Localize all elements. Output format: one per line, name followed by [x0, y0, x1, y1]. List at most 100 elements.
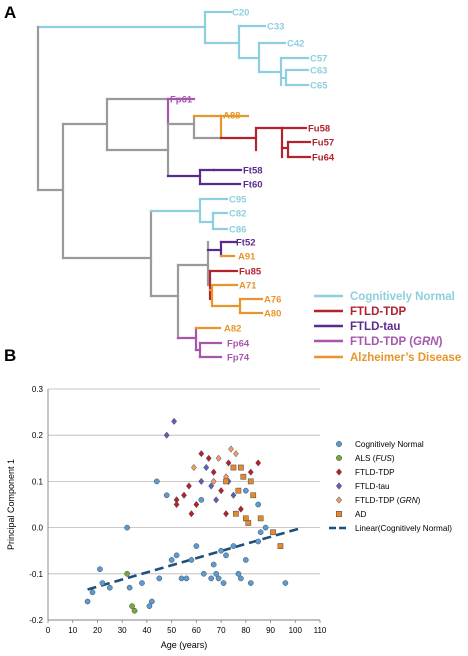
- leaf-label: A76: [264, 295, 281, 306]
- panel-b-letter: B: [4, 346, 16, 365]
- legend-label: FTLD-TDP: [355, 468, 395, 477]
- legend-label: FTLD-tau: [350, 321, 400, 333]
- data-point: [213, 496, 220, 504]
- x-tick-label: 30: [118, 626, 127, 635]
- legend-label: FTLD-TDP (GRN): [350, 336, 443, 348]
- leaf-label: Ft60: [243, 180, 263, 191]
- scatter-chart: -0.2 -0.1 0.0 0.1 0.2 0.3 0 10 20 30 40 50 60 70 80 90 1…: [6, 385, 452, 650]
- dendrogram-legend: Cognitively Normal FTLD-TDP FTLD-tau FTLD-T…: [314, 291, 461, 364]
- x-tick-label: 90: [266, 626, 275, 635]
- x-tick-label: 80: [241, 626, 250, 635]
- legend-marker: [335, 468, 343, 476]
- data-point: [200, 570, 207, 577]
- data-point: [245, 520, 252, 526]
- data-point: [257, 515, 264, 522]
- data-point: [218, 547, 224, 554]
- leaf-label: C57: [310, 54, 327, 65]
- data-point: [242, 557, 249, 563]
- data-point: [99, 580, 106, 586]
- data-point: [139, 580, 145, 586]
- legend-marker: [335, 496, 343, 504]
- x-tick-label: 0: [46, 626, 51, 635]
- data-point: [220, 580, 227, 586]
- leaf-label: Fu85: [239, 267, 262, 278]
- data-point: [233, 510, 239, 517]
- data-point: [193, 500, 200, 509]
- leaf-label: Ft58: [243, 166, 263, 177]
- leaf-label: Fp64: [227, 339, 250, 350]
- leaf-label: Fu64: [312, 153, 335, 164]
- legend-label: Linear(Cognitively Normal): [355, 524, 452, 533]
- data-point: [247, 478, 254, 485]
- data-point: [215, 454, 222, 462]
- x-axis-label: Age (years): [161, 640, 208, 650]
- x-tick-label: 20: [93, 626, 102, 635]
- data-point: [238, 464, 244, 471]
- data-point: [262, 524, 269, 531]
- y-tick-label: 0.3: [32, 385, 44, 394]
- data-point: [84, 598, 91, 605]
- leaf-label: C20: [232, 8, 249, 19]
- y-tick-label: 0.2: [32, 431, 44, 440]
- data-point: [193, 543, 200, 549]
- data-point: [238, 575, 244, 582]
- data-point: [230, 543, 237, 549]
- data-point: [156, 575, 163, 582]
- legend-marker: [335, 482, 343, 490]
- data-point: [210, 561, 217, 568]
- y-tick-label: 0.0: [32, 524, 44, 533]
- leaf-label: A82: [224, 324, 241, 335]
- x-tick-label: 110: [314, 626, 327, 635]
- data-point: [183, 575, 190, 582]
- data-point: [223, 510, 229, 518]
- x-tick-label: 10: [68, 626, 77, 635]
- data-point: [240, 473, 247, 480]
- data-point: [255, 538, 262, 545]
- data-point: [247, 580, 254, 586]
- data-point: [250, 492, 257, 499]
- data-point: [230, 464, 237, 471]
- data-point: [235, 487, 242, 494]
- legend-label: FTLD-TDP: [350, 306, 407, 318]
- data-point: [257, 529, 264, 536]
- leaf-label: A91: [238, 252, 256, 263]
- legend-marker: [336, 455, 342, 461]
- x-tick-label: 100: [289, 626, 303, 635]
- data-point: [146, 603, 153, 609]
- y-tick-label: -0.2: [29, 616, 43, 625]
- legend-label: FTLD-TDP (GRN): [355, 496, 421, 505]
- panel-a-letter: A: [4, 3, 16, 22]
- leaf-label: C82: [229, 209, 246, 220]
- data-point: [235, 570, 242, 577]
- data-point: [89, 589, 96, 596]
- leaf-label: A88: [223, 111, 240, 122]
- data-point: [228, 445, 234, 453]
- legend-label: Cognitively Normal: [350, 291, 455, 303]
- data-point: [124, 524, 130, 531]
- data-point: [106, 584, 113, 591]
- data-point: [215, 575, 222, 582]
- data-point: [153, 478, 160, 485]
- leaf-label: A80: [264, 309, 281, 320]
- data-point: [237, 505, 244, 513]
- data-point: [173, 500, 180, 509]
- y-tick-label: -0.1: [29, 570, 43, 579]
- data-point: [218, 487, 225, 495]
- legend-marker: [336, 511, 342, 517]
- legend-label: FTLD-tau: [355, 482, 390, 491]
- data-point: [188, 557, 195, 563]
- data-point: [171, 417, 178, 425]
- leaf-label: C63: [310, 66, 327, 77]
- legend-marker: [336, 441, 342, 447]
- data-point: [225, 459, 232, 467]
- data-point: [181, 491, 187, 499]
- data-point: [223, 478, 229, 485]
- data-point: [205, 454, 212, 462]
- data-point: [247, 468, 254, 476]
- leaf-label: C86: [229, 225, 246, 236]
- leaf-label: Ft52: [236, 238, 256, 249]
- data-point: [277, 543, 284, 549]
- x-tick-label: 60: [192, 626, 201, 635]
- data-point: [173, 552, 180, 559]
